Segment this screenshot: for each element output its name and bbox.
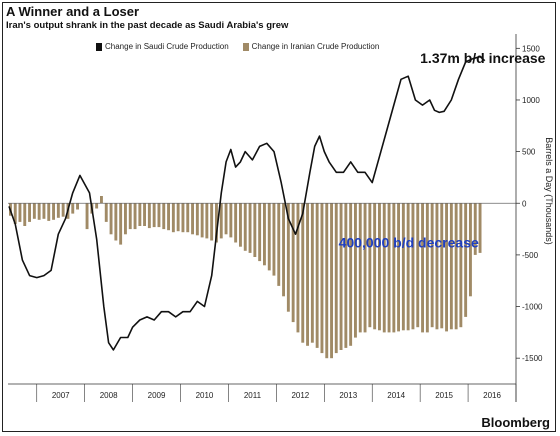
legend-label-saudi: Change in Saudi Crude Production <box>105 42 229 51</box>
bloomberg-logo: Bloomberg <box>481 415 550 430</box>
legend-item-saudi: Change in Saudi Crude Production <box>96 42 229 51</box>
chart-title: A Winner and a Loser <box>6 4 140 19</box>
legend-swatch-iran <box>242 42 249 51</box>
legend-label-iran: Change in Iranian Crude Production <box>251 42 380 51</box>
chart-frame <box>2 2 556 432</box>
chart-legend: Change in Saudi Crude Production Change … <box>96 42 379 51</box>
legend-swatch-saudi <box>96 42 102 51</box>
legend-item-iran: Change in Iranian Crude Production <box>242 42 380 51</box>
chart-subtitle: Iran's output shrank in the past decade … <box>6 20 289 31</box>
